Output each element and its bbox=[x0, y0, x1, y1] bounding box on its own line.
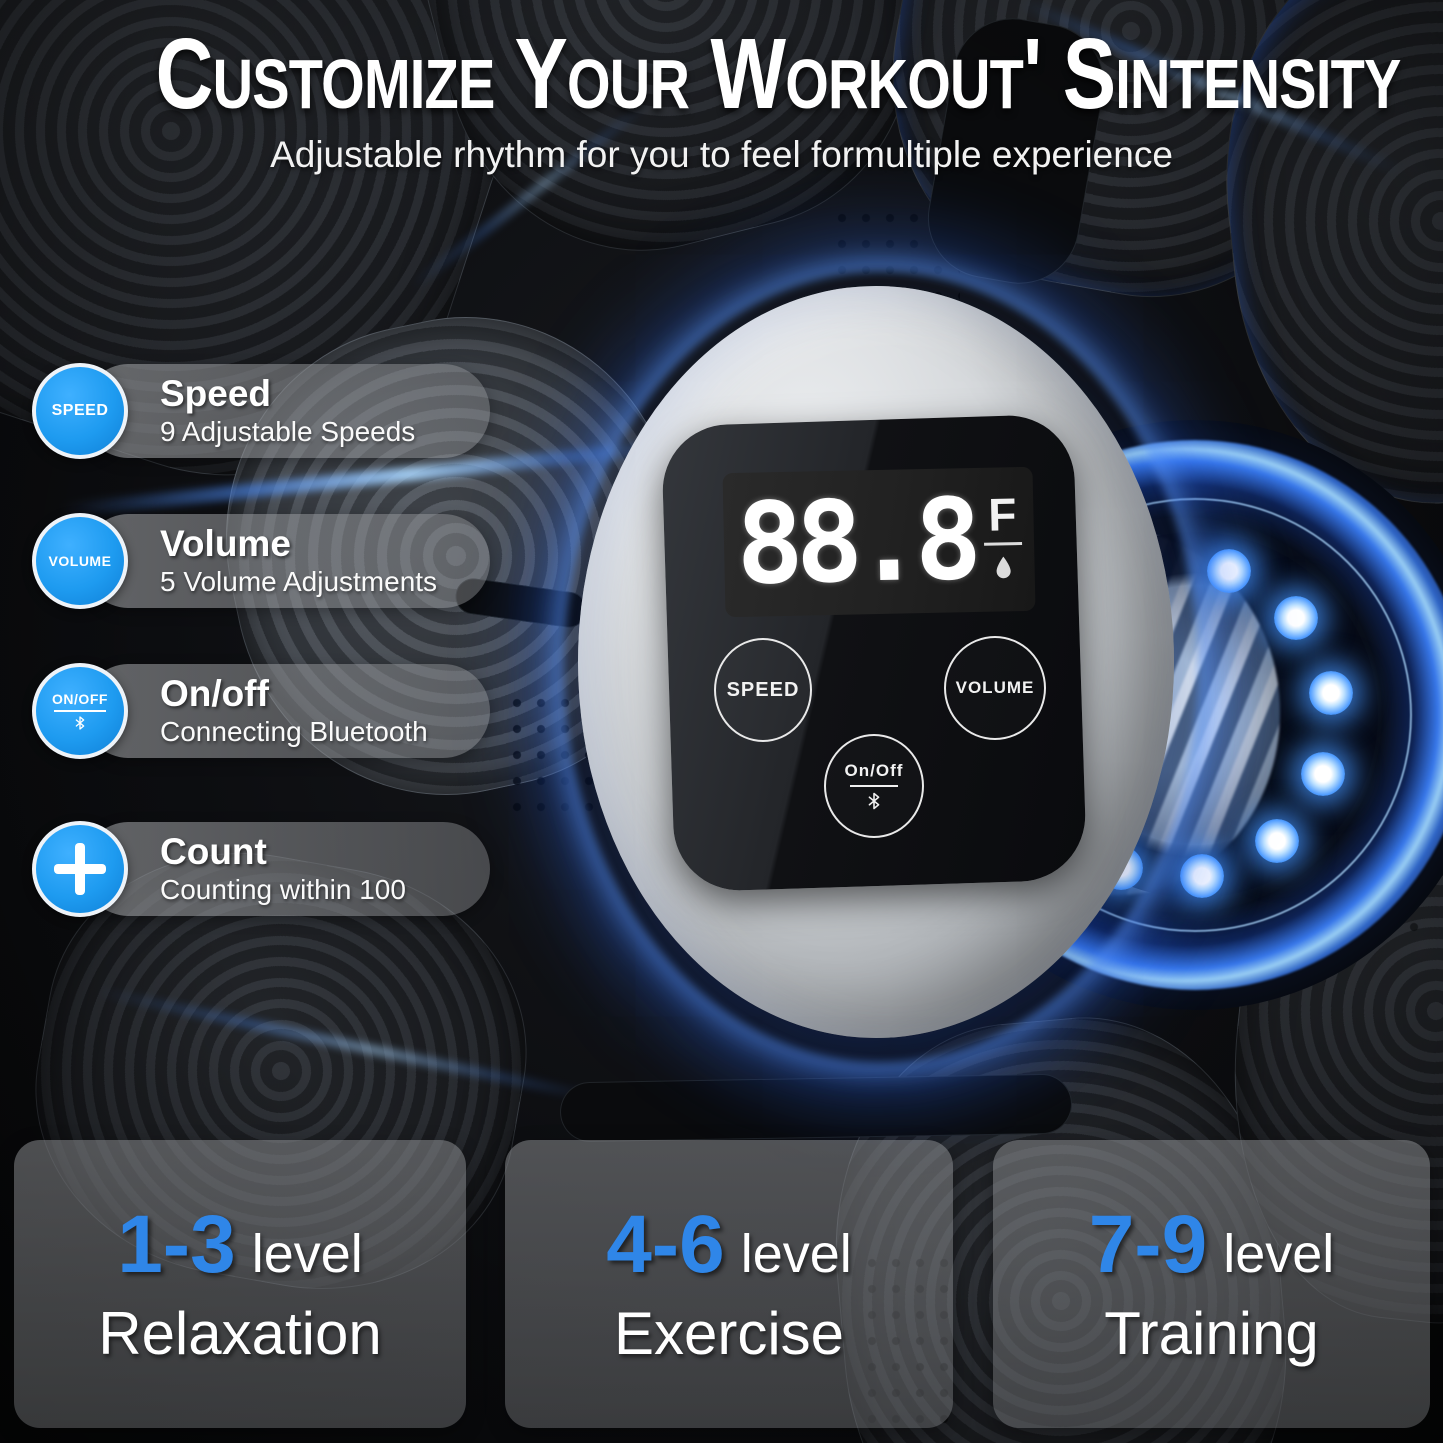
unit-underline bbox=[983, 541, 1022, 546]
header: Customize Your Workout' Sintensity Adjus… bbox=[0, 24, 1443, 176]
power-button-divider bbox=[850, 784, 898, 787]
page-subtitle: Adjustable rhythm for you to feel formul… bbox=[270, 134, 1173, 175]
onoff-badge-label: ON/OFF bbox=[52, 690, 108, 707]
speed-button: SPEED bbox=[714, 638, 812, 742]
level-name: Exercise bbox=[613, 1300, 845, 1367]
feature-row-volume: Volume 5 Volume Adjustments VOLUME bbox=[32, 513, 502, 609]
volume-button: VOLUME bbox=[944, 636, 1046, 740]
feature-pill bbox=[82, 822, 490, 916]
level-range: 1-3 bbox=[117, 1199, 236, 1290]
display-unit-group: F bbox=[983, 487, 1023, 583]
led-dot bbox=[1180, 854, 1224, 898]
feature-row-count: Count Counting within 100 bbox=[32, 821, 502, 917]
level-line: 1-3 level bbox=[117, 1204, 363, 1286]
led-dot bbox=[1255, 819, 1299, 863]
feature-pill bbox=[82, 664, 490, 758]
feature-text: Volume 5 Volume Adjustments bbox=[160, 522, 438, 598]
speed-button-label: SPEED bbox=[726, 678, 800, 701]
power-button-label: On/Off bbox=[844, 760, 904, 780]
led-dot bbox=[1309, 671, 1353, 715]
feature-row-onoff: On/off Connecting Bluetooth ON/OFF bbox=[32, 663, 502, 759]
bluetooth-icon bbox=[868, 792, 880, 809]
page-title: Customize Your Workout' Sintensity bbox=[155, 18, 1402, 130]
feature-row-speed: Speed 9 Adjustable Speeds SPEED bbox=[32, 363, 502, 459]
level-suffix: level bbox=[251, 1224, 363, 1284]
feature-title: Volume bbox=[160, 522, 291, 564]
feature-title: Count bbox=[160, 830, 267, 872]
display-value: 88.8 bbox=[734, 475, 976, 610]
device-glow-ring bbox=[560, 268, 1202, 1066]
level-panel-exercise: 4-6 level Exercise bbox=[505, 1140, 953, 1428]
power-button: On/Off bbox=[824, 734, 924, 838]
onoff-badge-icon: ON/OFF bbox=[32, 663, 128, 759]
level-suffix: level bbox=[740, 1224, 852, 1284]
droplet-icon bbox=[996, 556, 1011, 578]
feature-desc: 5 Volume Adjustments bbox=[160, 565, 438, 597]
feature-text: Speed 9 Adjustable Speeds bbox=[160, 372, 416, 448]
bluetooth-icon bbox=[75, 715, 85, 730]
feature-desc: 9 Adjustable Speeds bbox=[160, 415, 416, 447]
trim-bar bbox=[559, 1073, 1073, 1143]
level-range: 7-9 bbox=[1088, 1199, 1208, 1290]
feature-title: Speed bbox=[160, 372, 272, 414]
feature-desc: Counting within 100 bbox=[160, 873, 406, 905]
speed-badge-icon: SPEED bbox=[32, 363, 128, 459]
level-panel-training: 7-9 level Training bbox=[993, 1140, 1430, 1428]
volume-badge-icon: VOLUME bbox=[32, 513, 128, 609]
feature-pill bbox=[82, 364, 490, 458]
level-suffix: level bbox=[1223, 1224, 1335, 1284]
feature-text: Count Counting within 100 bbox=[160, 830, 406, 906]
led-dot bbox=[1207, 549, 1251, 593]
feature-text: On/off Connecting Bluetooth bbox=[160, 672, 428, 748]
display-unit: F bbox=[987, 487, 1017, 541]
speed-badge-label: SPEED bbox=[51, 402, 109, 419]
volume-badge-label: VOLUME bbox=[48, 553, 112, 569]
plus-icon bbox=[54, 843, 106, 895]
feature-title: On/off bbox=[160, 672, 269, 714]
level-line: 7-9 level bbox=[1089, 1204, 1335, 1286]
count-badge-icon bbox=[32, 821, 128, 917]
level-range: 4-6 bbox=[606, 1199, 725, 1290]
volume-button-label: VOLUME bbox=[955, 678, 1035, 697]
feature-list: Speed 9 Adjustable Speeds SPEED Volume 5… bbox=[32, 363, 512, 923]
level-panel-relaxation: 1-3 level Relaxation bbox=[14, 1140, 466, 1428]
level-name: Training bbox=[1104, 1300, 1319, 1367]
led-dot bbox=[1301, 752, 1345, 796]
feature-pill bbox=[82, 514, 490, 608]
level-name: Relaxation bbox=[98, 1300, 382, 1367]
led-dot bbox=[1274, 596, 1318, 640]
onoff-badge-divider bbox=[54, 709, 106, 712]
feature-desc: Connecting Bluetooth bbox=[160, 715, 428, 747]
device-display: 88.8 F bbox=[722, 466, 1036, 618]
level-line: 4-6 level bbox=[606, 1204, 852, 1286]
